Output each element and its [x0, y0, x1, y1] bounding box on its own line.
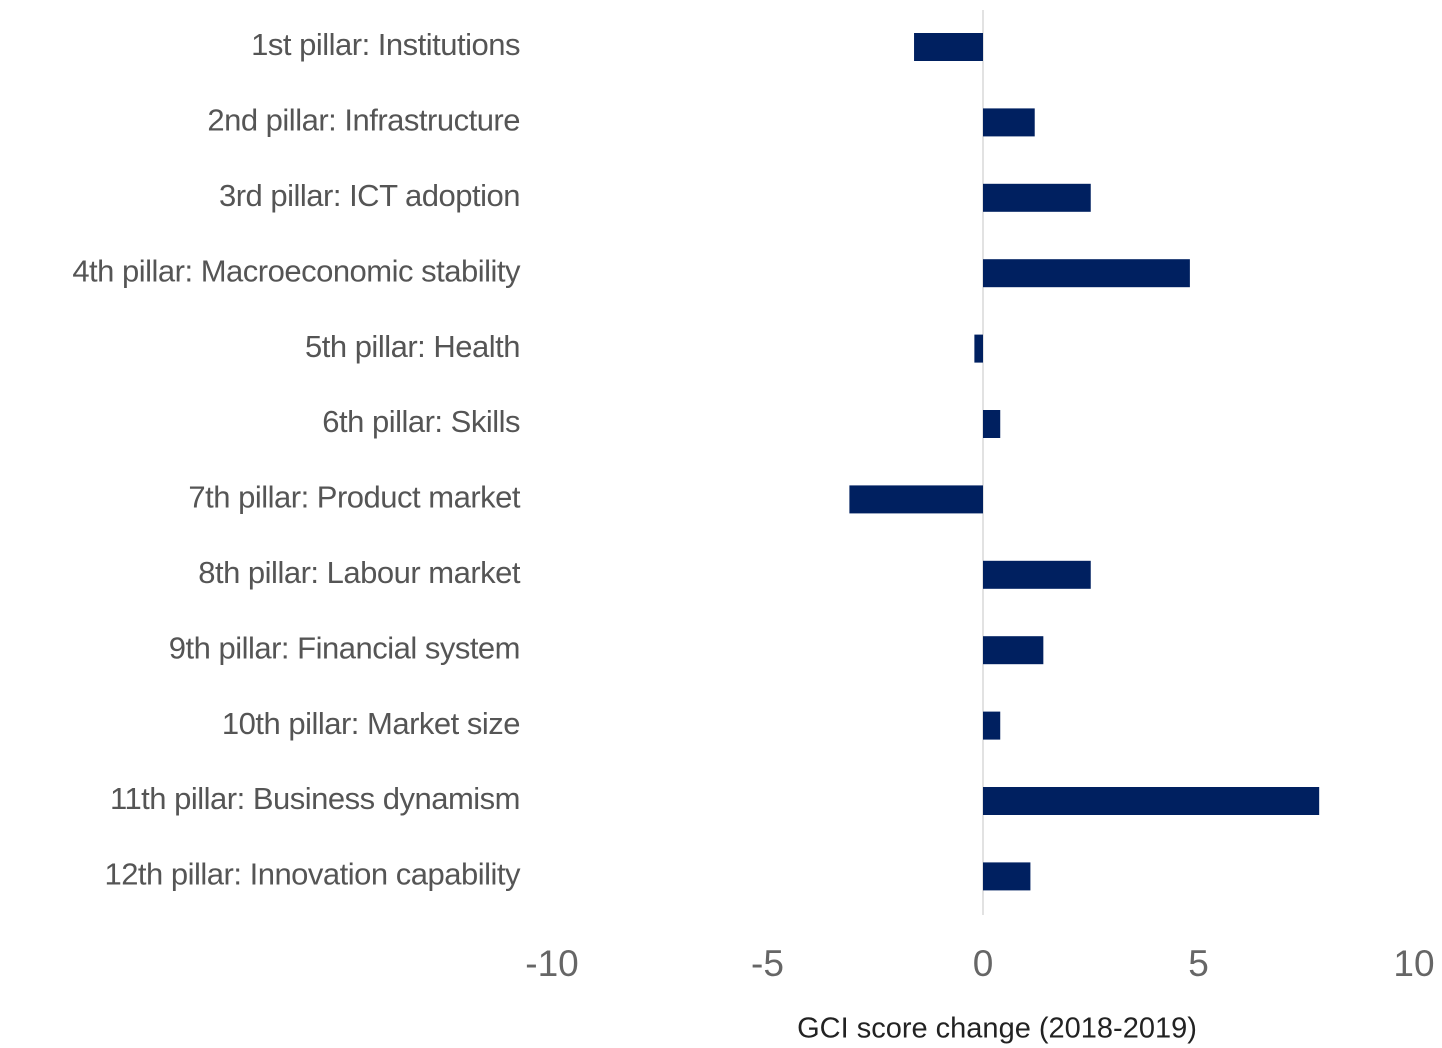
x-tick-label: 5 [1188, 943, 1209, 984]
bar [983, 787, 1320, 815]
y-tick-label: 10th pillar: Market size [222, 706, 520, 741]
bar [914, 33, 983, 61]
bar [983, 862, 1031, 891]
x-tick-label: -5 [751, 943, 784, 984]
y-tick-label: 3rd pillar: ICT adoption [219, 178, 520, 213]
y-tick-label: 8th pillar: Labour market [198, 555, 521, 590]
y-tick-label: 11th pillar: Business dynamism [110, 781, 520, 816]
bar [849, 485, 983, 514]
bar [983, 259, 1190, 288]
y-tick-label: 4th pillar: Macroeconomic stability [72, 253, 521, 288]
bar [974, 334, 983, 363]
y-tick-label: 1st pillar: Institutions [251, 27, 520, 62]
y-tick-label: 12th pillar: Innovation capability [104, 857, 521, 892]
bar [983, 560, 1091, 589]
x-axis-label: GCI score change (2018-2019) [797, 1013, 1197, 1045]
x-tick-label: 0 [973, 943, 994, 984]
bar [983, 108, 1035, 137]
bar [983, 183, 1091, 212]
y-tick-label: 7th pillar: Product market [188, 480, 520, 515]
y-tick-label: 6th pillar: Skills [322, 404, 520, 439]
y-tick-label: 5th pillar: Health [305, 329, 520, 364]
y-tick-label: 9th pillar: Financial system [169, 630, 520, 665]
x-tick-label: -10 [525, 943, 578, 984]
bar [983, 410, 1001, 438]
bar [983, 711, 1001, 740]
x-tick-label: 10 [1393, 943, 1434, 984]
bar [983, 636, 1044, 665]
y-tick-label: 2nd pillar: Infrastructure [207, 103, 520, 138]
